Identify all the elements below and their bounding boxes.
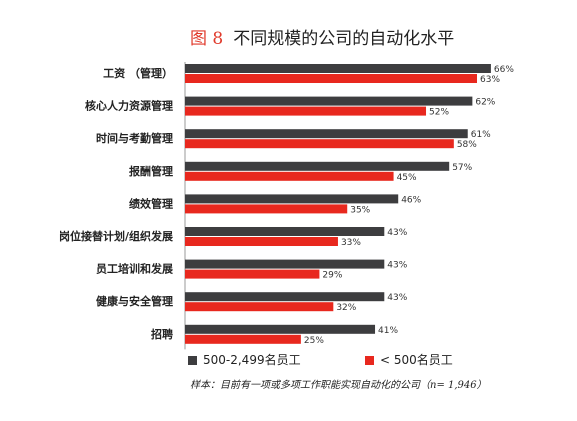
data-label: 43% xyxy=(387,293,407,303)
bar-large-company xyxy=(185,96,473,106)
category-label: 时间与考勤管理 xyxy=(96,131,173,145)
data-label: 43% xyxy=(387,228,407,238)
data-label: 66% xyxy=(494,65,514,75)
bar-large-company xyxy=(185,64,491,73)
legend-label-series2: < 500名员工 xyxy=(380,353,453,367)
data-label: 52% xyxy=(429,108,449,118)
data-label: 35% xyxy=(350,205,370,215)
data-label: 63% xyxy=(480,75,500,85)
category-label: 健康与安全管理 xyxy=(96,294,173,308)
bar-large-company xyxy=(185,129,468,139)
data-label: 62% xyxy=(475,98,495,108)
bar-small-company xyxy=(185,204,348,214)
data-label: 33% xyxy=(341,238,361,248)
legend-label-series1: 500-2,499名员工 xyxy=(203,353,301,367)
data-label: 25% xyxy=(304,336,324,346)
category-label: 绩效管理 xyxy=(129,196,173,210)
category-label: 报酬管理 xyxy=(129,164,173,178)
bar-small-company xyxy=(185,302,334,312)
category-label: 岗位接替计划/组织发展 xyxy=(59,229,174,243)
bar-small-company xyxy=(185,334,301,344)
bar-large-company xyxy=(185,292,385,302)
category-label: 工资 （管理） xyxy=(103,66,173,80)
category-label: 招聘 xyxy=(151,327,173,341)
data-label: 45% xyxy=(397,173,417,183)
data-label: 32% xyxy=(336,303,356,313)
legend-swatch-dark xyxy=(188,356,197,365)
bar-large-company xyxy=(185,259,385,269)
page-title: 不同规模的公司的自动化水平 xyxy=(233,29,455,49)
bar-large-company xyxy=(185,227,385,236)
legend-item-series2: < 500名员工 xyxy=(365,351,453,368)
category-label: 员工培训和发展 xyxy=(96,262,174,276)
data-label: 61% xyxy=(471,130,491,140)
bar-small-company xyxy=(185,139,454,149)
data-label: 29% xyxy=(322,271,342,281)
bar-large-company xyxy=(185,324,376,334)
bar-small-company xyxy=(185,237,338,246)
data-label: 46% xyxy=(401,195,421,205)
bar-large-company xyxy=(185,161,450,171)
category-label: 核心人力资源管理 xyxy=(85,99,173,113)
sample-footnote: 样本：目前有一项或多项工作职能实现自动化的公司（n= 1,946） xyxy=(190,380,487,391)
bar-small-company xyxy=(185,74,478,83)
data-label: 57% xyxy=(452,163,472,173)
bar-small-company xyxy=(185,171,394,181)
chart-title: 图 8 不同规模的公司的自动化水平 xyxy=(190,24,454,49)
legend-swatch-red xyxy=(365,356,374,365)
legend-item-series1: 500-2,499名员工 xyxy=(188,351,301,368)
figure-label: 图 8 xyxy=(190,29,224,49)
bar-small-company xyxy=(185,106,427,116)
data-label: 43% xyxy=(387,261,407,271)
bar-small-company xyxy=(185,269,320,279)
data-label: 41% xyxy=(378,326,398,336)
bar-large-company xyxy=(185,194,399,204)
data-label: 58% xyxy=(457,140,477,150)
